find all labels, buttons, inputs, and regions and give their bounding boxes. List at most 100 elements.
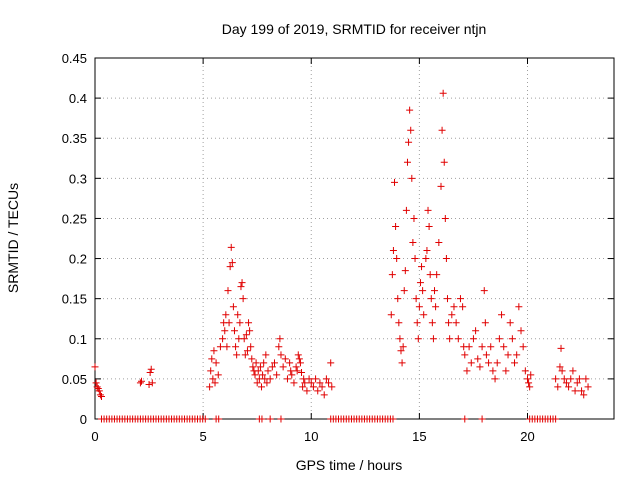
data-point xyxy=(296,359,304,367)
data-point xyxy=(562,379,570,387)
data-point xyxy=(254,367,262,375)
data-point xyxy=(219,335,227,343)
data-point xyxy=(395,319,403,327)
data-point xyxy=(500,343,508,351)
data-point xyxy=(524,375,531,383)
data-point xyxy=(283,375,291,383)
data-point xyxy=(318,383,326,391)
data-point xyxy=(391,178,399,186)
data-point xyxy=(431,287,439,295)
data-point xyxy=(463,367,471,375)
data-point xyxy=(407,126,415,134)
data-point xyxy=(258,415,266,423)
data-point xyxy=(245,319,253,327)
data-point xyxy=(402,206,410,214)
data-point xyxy=(552,415,560,423)
data-point xyxy=(260,359,268,367)
data-point xyxy=(526,383,534,391)
plot-frame xyxy=(94,57,615,420)
x-tick-label: 5 xyxy=(200,429,207,444)
data-point xyxy=(93,383,101,391)
data-point xyxy=(459,303,467,311)
data-point xyxy=(146,368,154,376)
data-point xyxy=(246,327,254,335)
data-point xyxy=(416,279,424,287)
data-point xyxy=(258,383,266,391)
data-point xyxy=(268,363,276,371)
data-point xyxy=(147,365,155,373)
data-point xyxy=(443,295,451,303)
data-point xyxy=(236,319,244,327)
data-point xyxy=(399,343,407,351)
data-point xyxy=(238,279,246,287)
data-point xyxy=(225,319,233,327)
data-point xyxy=(137,377,145,385)
data-point xyxy=(275,343,283,351)
data-point xyxy=(554,383,562,391)
data-point xyxy=(491,375,499,383)
data-point xyxy=(234,311,242,319)
data-point xyxy=(222,311,230,319)
data-point xyxy=(405,138,413,146)
data-series xyxy=(91,89,592,423)
data-point xyxy=(478,415,486,423)
x-tick-label: 0 xyxy=(91,429,98,444)
data-point xyxy=(428,319,436,327)
data-point xyxy=(502,367,510,375)
data-point xyxy=(97,393,105,401)
data-point xyxy=(425,222,433,230)
y-tick-label: 0.15 xyxy=(62,292,87,307)
data-point xyxy=(525,379,533,387)
data-point xyxy=(450,303,458,311)
data-point xyxy=(521,367,529,375)
data-point xyxy=(305,375,313,383)
data-point xyxy=(517,327,525,335)
data-point xyxy=(214,371,222,379)
data-point xyxy=(276,335,284,343)
data-point xyxy=(396,335,404,343)
data-point xyxy=(519,343,527,351)
y-tick-label: 0.35 xyxy=(62,131,87,146)
data-point xyxy=(440,158,448,166)
data-point xyxy=(387,311,395,319)
data-point xyxy=(287,367,295,375)
data-point xyxy=(432,303,440,311)
data-point xyxy=(489,367,497,375)
data-point xyxy=(301,379,309,387)
data-point xyxy=(241,351,249,359)
data-point xyxy=(424,206,432,214)
data-point xyxy=(437,182,445,190)
data-point xyxy=(476,363,484,371)
data-point xyxy=(427,295,435,303)
data-point xyxy=(422,255,430,263)
data-point xyxy=(322,375,330,383)
data-point xyxy=(230,327,238,335)
data-point xyxy=(388,271,396,279)
data-point xyxy=(584,383,592,391)
data-point xyxy=(266,415,274,423)
data-point xyxy=(263,379,271,387)
data-point xyxy=(495,335,503,343)
data-point xyxy=(485,359,493,367)
data-point xyxy=(498,311,506,319)
data-point xyxy=(209,375,217,383)
data-point xyxy=(414,335,422,343)
y-tick-label: 0.4 xyxy=(69,91,87,106)
data-point xyxy=(493,359,501,367)
data-point xyxy=(461,415,469,423)
data-point xyxy=(406,106,414,114)
data-point xyxy=(556,363,564,371)
data-point xyxy=(248,355,256,363)
data-point xyxy=(286,359,294,367)
data-point xyxy=(279,363,287,371)
chart-title: Day 199 of 2019, SRMTID for receiver ntj… xyxy=(222,21,487,37)
data-point xyxy=(307,379,315,387)
data-point xyxy=(558,367,566,375)
data-point xyxy=(423,247,431,255)
data-point xyxy=(295,355,303,363)
data-point xyxy=(508,335,516,343)
data-point xyxy=(226,263,234,271)
y-tick-label: 0.3 xyxy=(69,171,87,186)
data-point xyxy=(288,371,296,379)
